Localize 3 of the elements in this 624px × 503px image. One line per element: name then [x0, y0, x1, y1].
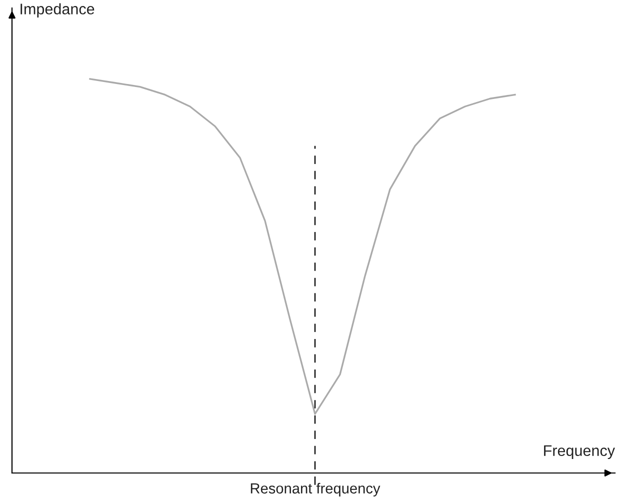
y-axis-title: Impedance	[20, 3, 94, 18]
text: Resonant frequency	[250, 482, 380, 496]
x-axis-title: Frequency	[544, 445, 615, 460]
